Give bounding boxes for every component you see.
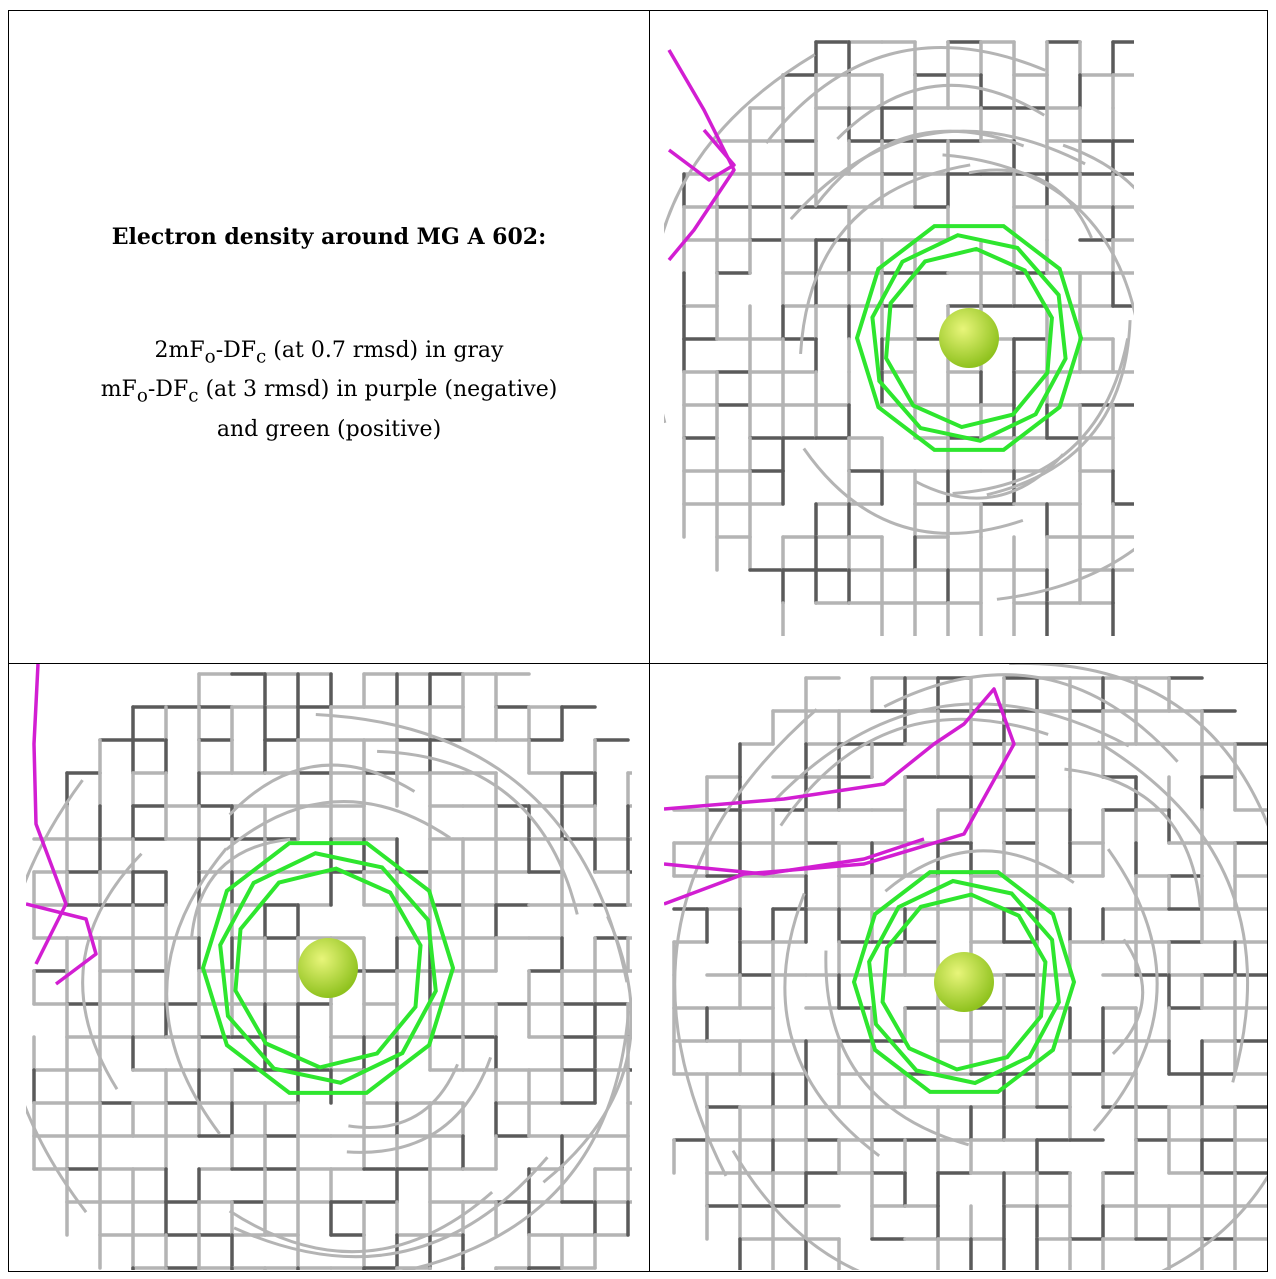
mesh-contour bbox=[986, 320, 1132, 497]
mesh-contour bbox=[802, 447, 1024, 535]
grid-divider-vertical bbox=[649, 10, 650, 1272]
negative-contour bbox=[664, 837, 925, 876]
mesh-contour bbox=[1096, 740, 1250, 1083]
legend-line-colors: and green (positive) bbox=[216, 416, 442, 442]
mesh-contour bbox=[228, 763, 416, 816]
negative-contour bbox=[32, 664, 68, 965]
mesh-contour bbox=[772, 702, 1130, 803]
mesh-fofc-negative bbox=[667, 49, 736, 262]
mesh-fofc-negative bbox=[26, 664, 98, 986]
mesh-contour bbox=[81, 852, 143, 1090]
mesh-contour bbox=[765, 46, 1046, 144]
mesh-contour bbox=[942, 153, 1134, 317]
mg-atom bbox=[934, 952, 994, 1012]
positive-contour bbox=[884, 246, 1054, 430]
caption-title: Electron density around MG A 602: bbox=[111, 224, 547, 250]
mesh-contour bbox=[1062, 143, 1134, 190]
mesh-contour bbox=[233, 1156, 549, 1259]
density-view-bottom-left bbox=[26, 664, 632, 1270]
mesh-contour bbox=[968, 168, 1093, 239]
positive-contour bbox=[854, 224, 1084, 452]
mesh-contour bbox=[789, 129, 1086, 221]
mesh-fofc-negative bbox=[664, 687, 1016, 906]
negative-contour bbox=[667, 128, 736, 182]
positive-contour bbox=[218, 851, 438, 1085]
mesh-contour bbox=[884, 849, 1075, 893]
density-render-2 bbox=[26, 664, 632, 1270]
mesh-contour bbox=[673, 708, 818, 1177]
positive-contour bbox=[867, 878, 1061, 1086]
mesh-contour bbox=[731, 1149, 860, 1270]
mesh-contour bbox=[952, 338, 1130, 495]
mesh-contour bbox=[799, 163, 971, 355]
mesh-contour bbox=[225, 800, 451, 851]
mesh-contour bbox=[664, 53, 816, 424]
density-view-top-right bbox=[664, 30, 1134, 636]
positive-contour bbox=[200, 841, 456, 1095]
mesh-contour bbox=[1092, 848, 1159, 1132]
mesh-2fofc bbox=[26, 672, 632, 1270]
positive-contour bbox=[233, 866, 423, 1070]
mesh-contour bbox=[836, 83, 1046, 140]
negative-contour bbox=[26, 902, 98, 986]
mesh-contour bbox=[1064, 767, 1202, 908]
legend-line-2fofc: 2mFo-DFc (at 0.7 rmsd) in gray bbox=[154, 338, 504, 368]
mesh-2fofc bbox=[664, 40, 1134, 636]
mesh-contour bbox=[824, 950, 970, 1147]
density-render-3 bbox=[664, 664, 1267, 1270]
mesh-contour bbox=[346, 1056, 493, 1154]
mesh-fofc-positive bbox=[854, 224, 1084, 452]
mesh-contour bbox=[813, 129, 1025, 208]
grid-divider-horizontal bbox=[8, 663, 1268, 664]
mesh-contour bbox=[377, 749, 579, 915]
mesh-contour bbox=[1111, 938, 1145, 1055]
mesh-contour bbox=[228, 1190, 494, 1254]
mesh-contour bbox=[1161, 1174, 1267, 1270]
negative-contour bbox=[667, 49, 736, 262]
mesh-contour bbox=[783, 892, 881, 1158]
positive-contour bbox=[880, 892, 1048, 1072]
legend-line-fofc: mFo-DFc (at 3 rmsd) in purple (negative) bbox=[100, 377, 558, 407]
mesh-fofc-positive bbox=[851, 870, 1077, 1094]
mesh-contour bbox=[165, 847, 228, 1135]
density-view-bottom-right bbox=[664, 664, 1267, 1270]
mesh-contour bbox=[542, 915, 632, 1184]
mg-atom bbox=[939, 308, 999, 368]
mesh-contour bbox=[26, 779, 88, 1214]
mesh-contour bbox=[883, 673, 1179, 763]
caption-legend: 2mFo-DFc (at 0.7 rmsd) in gray mFo-DFc (… bbox=[10, 334, 648, 446]
figure-frame bbox=[8, 10, 1268, 1272]
mesh-contour bbox=[996, 547, 1134, 601]
density-render-1 bbox=[664, 40, 1134, 636]
positive-contour bbox=[870, 233, 1068, 443]
negative-contour bbox=[664, 687, 1016, 906]
mesh-contour bbox=[400, 1010, 631, 1270]
positive-contour bbox=[851, 870, 1077, 1094]
caption-cell: Electron density around MG A 602: 2mFo-D… bbox=[10, 12, 648, 662]
mg-atom bbox=[298, 938, 358, 998]
mesh-fofc-positive bbox=[200, 841, 456, 1095]
mesh-contour bbox=[190, 837, 291, 938]
mesh-contour bbox=[914, 453, 1065, 500]
mesh-contour bbox=[348, 1063, 459, 1129]
mesh-contour bbox=[1009, 664, 1267, 828]
